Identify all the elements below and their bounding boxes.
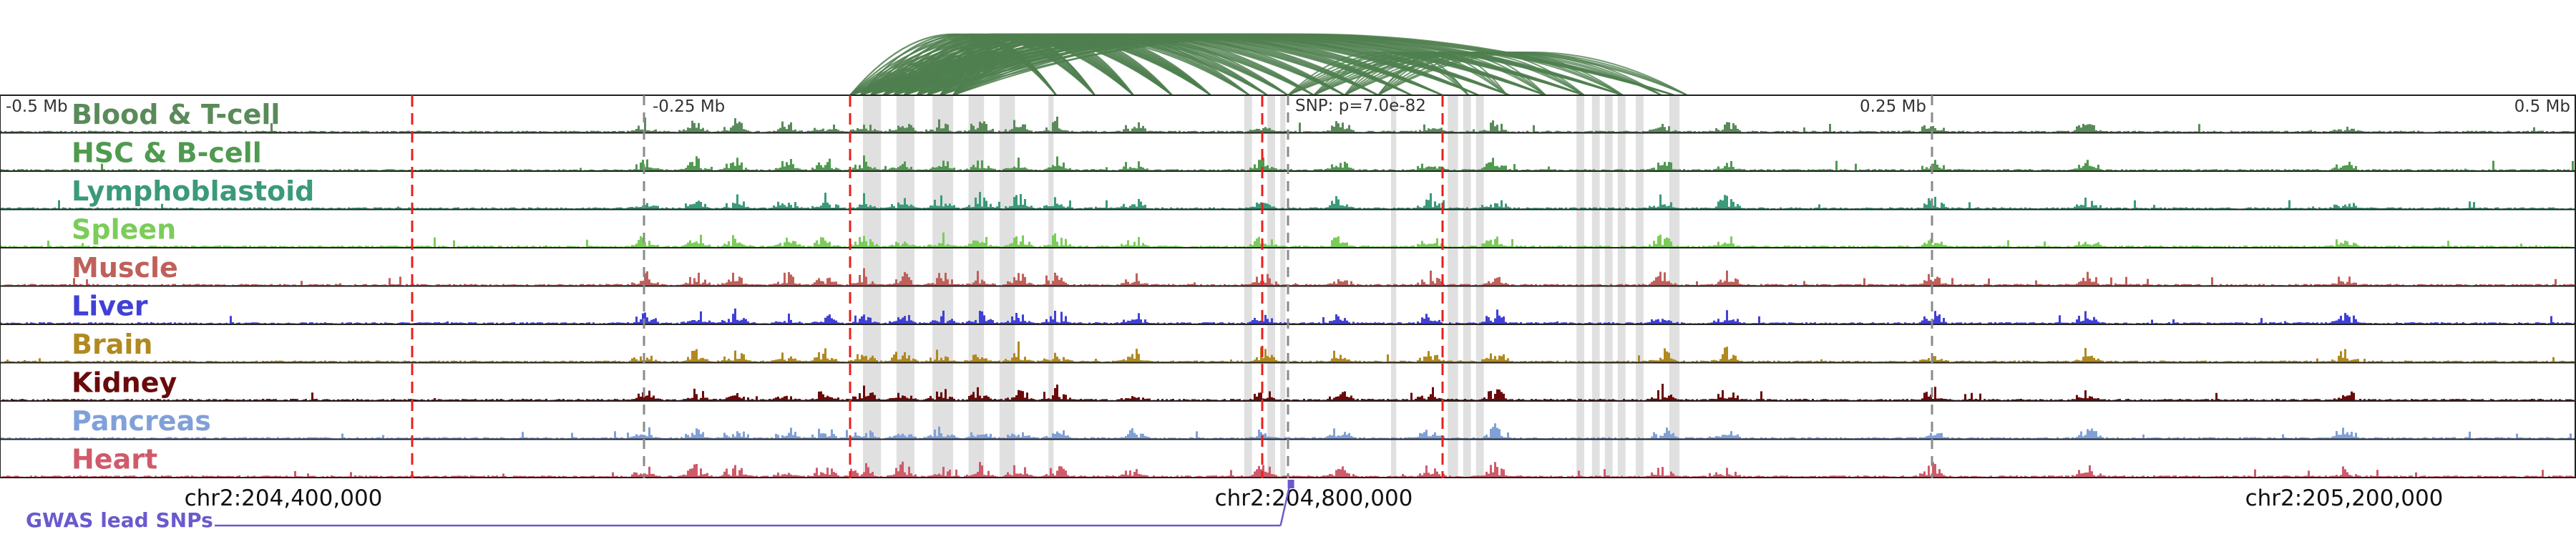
scale-tick-label: -0.25 Mb xyxy=(653,97,725,116)
loop-arc xyxy=(952,33,1173,96)
loop-arc xyxy=(1313,52,1508,96)
track-label: Pancreas xyxy=(72,405,211,437)
track-label: Kidney xyxy=(72,367,177,399)
track-label: Muscle xyxy=(72,252,178,284)
loop-arc xyxy=(1377,52,1546,96)
loop-arc xyxy=(1287,52,1469,96)
coordinate-label: chr2:204,800,000 xyxy=(1215,485,1413,511)
loop-arc xyxy=(1377,52,1585,96)
loop-arc xyxy=(1313,52,1469,96)
loop-arc xyxy=(952,33,1624,97)
gwas-track-label: GWAS lead SNPs xyxy=(26,508,213,532)
loop-arc xyxy=(1377,52,1508,96)
gwas-snp-marker xyxy=(1287,480,1294,488)
scale-axis: -0.5 Mb -0.25 Mb 0.25 Mb 0.5 Mb SNP: p=7.0e-… xyxy=(6,95,2570,478)
chromatin-loop-arcs xyxy=(849,33,1688,97)
gwas-connector-diag xyxy=(1279,480,1292,526)
signal-track xyxy=(0,423,2576,439)
loop-arc xyxy=(1344,52,1469,96)
scale-tick-label: 0.25 Mb xyxy=(1860,97,1926,116)
red-marker-lines xyxy=(411,95,1444,478)
loop-arc xyxy=(952,33,1134,96)
track-label: Heart xyxy=(72,444,157,475)
loop-arc xyxy=(952,33,1211,96)
track-label: Spleen xyxy=(72,214,176,246)
snp-label: SNP: p=7.0e-82 xyxy=(1295,97,1426,115)
track-label: Brain xyxy=(72,329,152,360)
gene-annotation-track: chr2:204,400,000 chr2:204,800,000 chr2:205… xyxy=(26,480,2444,532)
track-label: HSC & B-cell xyxy=(72,137,262,169)
loop-arc xyxy=(952,33,1289,96)
track-label: Blood & T-cell xyxy=(72,99,280,130)
loop-arc xyxy=(952,33,1546,97)
coordinate-label: chr2:205,200,000 xyxy=(2245,485,2444,511)
loop-arc xyxy=(1377,52,1624,96)
coordinate-label: chr2:204,400,000 xyxy=(185,485,383,511)
signal-track xyxy=(0,232,2576,247)
track-spleen: Spleen xyxy=(0,214,2576,248)
loop-arc xyxy=(1377,52,1688,96)
scale-tick-label: 0.5 Mb xyxy=(2514,97,2570,116)
track-label: Lymphoblastoid xyxy=(72,175,314,207)
signal-track xyxy=(0,268,2576,286)
loop-arc xyxy=(1344,52,1508,96)
scale-tick-label: -0.5 Mb xyxy=(6,97,68,116)
loop-arc xyxy=(952,33,1345,96)
track-label: Liver xyxy=(72,291,148,322)
